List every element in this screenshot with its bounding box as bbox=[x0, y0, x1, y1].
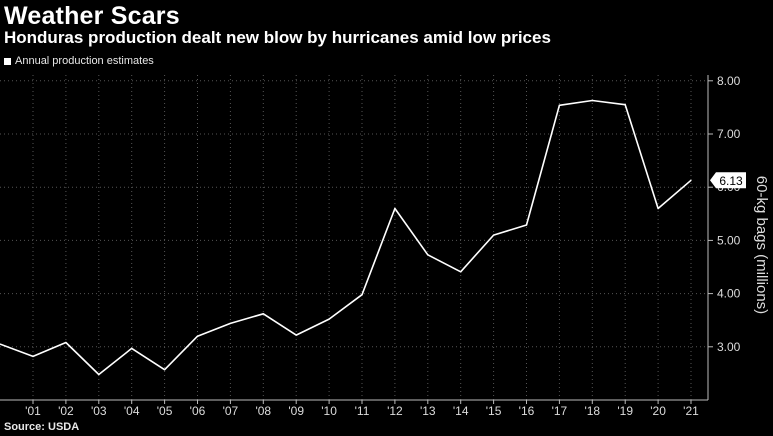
last-value-callout: 6.13 bbox=[710, 172, 746, 189]
data-point bbox=[493, 234, 495, 236]
x-tick-label: '21 bbox=[683, 404, 699, 418]
source-note: Source: USDA bbox=[4, 421, 80, 433]
data-point bbox=[591, 99, 593, 102]
data-point bbox=[690, 179, 692, 181]
data-point bbox=[624, 104, 626, 106]
x-tick-label: '20 bbox=[650, 404, 666, 418]
x-tick-label: '03 bbox=[91, 404, 107, 418]
legend-label: Annual production estimates bbox=[15, 55, 154, 67]
legend: Annual production estimates bbox=[4, 55, 154, 67]
data-point bbox=[196, 335, 199, 337]
legend-swatch bbox=[4, 57, 11, 65]
data-point bbox=[65, 341, 67, 344]
data-point bbox=[657, 207, 659, 210]
chart-title: Weather Scars bbox=[4, 2, 180, 30]
data-point bbox=[525, 224, 528, 226]
last-value-badge bbox=[710, 172, 746, 189]
series-line bbox=[0, 99, 692, 376]
last-value-label: 6.13 bbox=[719, 174, 743, 188]
axis-layer: 3.004.005.006.007.008.00'01'02'03'04'05'… bbox=[0, 74, 770, 418]
y-tick-label: 8.00 bbox=[717, 74, 741, 88]
x-tick-label: '10 bbox=[321, 404, 337, 418]
data-point bbox=[0, 343, 1, 345]
data-point bbox=[394, 207, 396, 210]
y-tick-label: 5.00 bbox=[717, 233, 741, 247]
data-point bbox=[164, 369, 166, 371]
data-point bbox=[328, 318, 330, 320]
y-tick-label: 4.00 bbox=[717, 287, 741, 301]
x-tick-label: '19 bbox=[617, 404, 633, 418]
x-tick-label: '09 bbox=[288, 404, 304, 418]
x-tick-label: '06 bbox=[190, 404, 206, 418]
x-tick-label: '16 bbox=[519, 404, 535, 418]
data-point bbox=[427, 254, 429, 256]
data-point bbox=[361, 294, 363, 296]
chart-subtitle: Honduras production dealt new blow by hu… bbox=[4, 28, 551, 47]
data-point bbox=[229, 322, 231, 324]
series-layer bbox=[0, 99, 692, 376]
x-tick-label: '07 bbox=[223, 404, 239, 418]
x-tick-label: '11 bbox=[355, 404, 370, 418]
label-layer: 6.13 bbox=[710, 172, 746, 189]
x-tick-label: '05 bbox=[157, 404, 173, 418]
data-point bbox=[131, 347, 133, 349]
x-tick-label: '04 bbox=[124, 404, 140, 418]
x-tick-label: '08 bbox=[255, 404, 271, 418]
data-point bbox=[558, 104, 561, 106]
x-tick-label: '15 bbox=[486, 404, 502, 418]
x-tick-label: '17 bbox=[552, 404, 568, 418]
data-point bbox=[295, 334, 297, 336]
grid-layer bbox=[0, 75, 708, 400]
x-tick-label: '14 bbox=[453, 404, 469, 418]
data-point bbox=[98, 373, 100, 376]
y-axis-label: 60-kg bags (millions) bbox=[753, 176, 770, 314]
data-point bbox=[262, 313, 264, 315]
y-tick-label: 7.00 bbox=[717, 127, 741, 141]
data-point bbox=[32, 355, 34, 357]
x-tick-label: '12 bbox=[387, 404, 403, 418]
x-tick-label: '02 bbox=[58, 404, 74, 418]
x-tick-label: '13 bbox=[420, 404, 436, 418]
data-point bbox=[460, 271, 462, 273]
x-tick-label: '01 bbox=[25, 404, 41, 418]
y-tick-label: 3.00 bbox=[717, 340, 741, 354]
x-tick-label: '18 bbox=[584, 404, 600, 418]
